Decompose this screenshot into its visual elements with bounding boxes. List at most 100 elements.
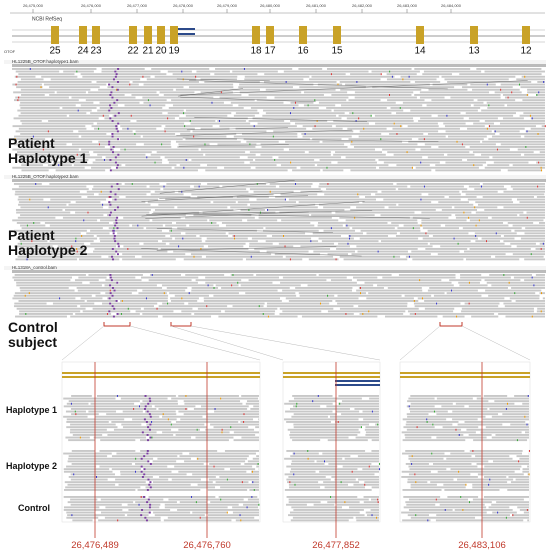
read (291, 463, 325, 465)
read (432, 83, 468, 86)
read (517, 506, 529, 509)
read (468, 185, 504, 188)
mismatch (335, 258, 337, 261)
read (191, 289, 278, 292)
read (302, 125, 333, 128)
read (424, 300, 512, 302)
read (99, 107, 163, 109)
read (288, 148, 376, 151)
read (408, 509, 453, 511)
mismatch (347, 242, 349, 245)
read (80, 104, 118, 107)
read (424, 143, 496, 146)
read (205, 169, 288, 172)
read (421, 211, 472, 214)
read (200, 148, 284, 151)
mismatch (20, 242, 22, 245)
read (145, 486, 216, 489)
read (88, 410, 117, 413)
insertion (116, 183, 119, 185)
read (291, 506, 342, 509)
read (476, 68, 542, 70)
read (21, 146, 105, 148)
read (403, 496, 441, 498)
read (318, 185, 408, 188)
read (178, 395, 239, 397)
read (502, 117, 524, 120)
read (500, 143, 545, 146)
read (435, 164, 483, 167)
read (445, 224, 509, 227)
read (482, 140, 545, 143)
read (179, 164, 201, 167)
zoom-panel (61, 361, 261, 523)
read (424, 307, 455, 310)
read (90, 229, 162, 232)
read (407, 310, 454, 313)
read (348, 99, 381, 102)
read (99, 450, 136, 452)
read (161, 284, 214, 287)
mismatch (98, 143, 100, 146)
read (250, 408, 259, 410)
insertion (109, 203, 112, 206)
mismatch (58, 164, 60, 167)
mismatch (370, 114, 372, 117)
read (15, 130, 74, 133)
read (492, 460, 529, 463)
read (342, 465, 379, 468)
read (20, 78, 44, 81)
mismatch (293, 473, 295, 476)
insertion (147, 498, 150, 501)
read (472, 486, 529, 489)
read (240, 284, 301, 287)
mismatch (167, 418, 169, 421)
read (485, 289, 542, 292)
connector (461, 325, 531, 361)
read (442, 426, 479, 429)
mismatch (230, 426, 232, 429)
read (119, 281, 198, 284)
read (384, 315, 438, 318)
insertion (114, 156, 117, 159)
read (12, 297, 76, 300)
read (413, 302, 461, 305)
mismatch (371, 410, 373, 413)
read (18, 127, 87, 130)
mismatch (511, 91, 513, 94)
read (365, 426, 379, 429)
read (522, 470, 529, 473)
read (500, 83, 545, 86)
insertion (109, 292, 112, 295)
insertion (114, 209, 117, 211)
mismatch (31, 240, 33, 243)
read (358, 287, 384, 289)
read (537, 307, 545, 310)
read (345, 156, 423, 159)
mismatch (211, 222, 213, 224)
read (308, 258, 339, 261)
mismatch (378, 463, 380, 465)
exon (266, 26, 274, 44)
read (286, 450, 366, 452)
mismatch (420, 224, 422, 227)
mismatch (96, 476, 98, 478)
read (179, 501, 208, 504)
mismatch (233, 235, 235, 237)
insertion (141, 509, 144, 511)
read (292, 452, 319, 455)
insertion (109, 284, 112, 287)
read (101, 70, 161, 73)
read (396, 183, 480, 185)
read (470, 83, 496, 86)
insertion (114, 70, 117, 73)
read (475, 211, 524, 214)
mismatch (516, 439, 518, 442)
read (20, 156, 103, 159)
mismatch (426, 421, 428, 423)
mismatch (340, 481, 342, 484)
mismatch (243, 413, 245, 416)
insertion (146, 410, 149, 413)
read (71, 463, 132, 465)
connector (61, 325, 105, 361)
